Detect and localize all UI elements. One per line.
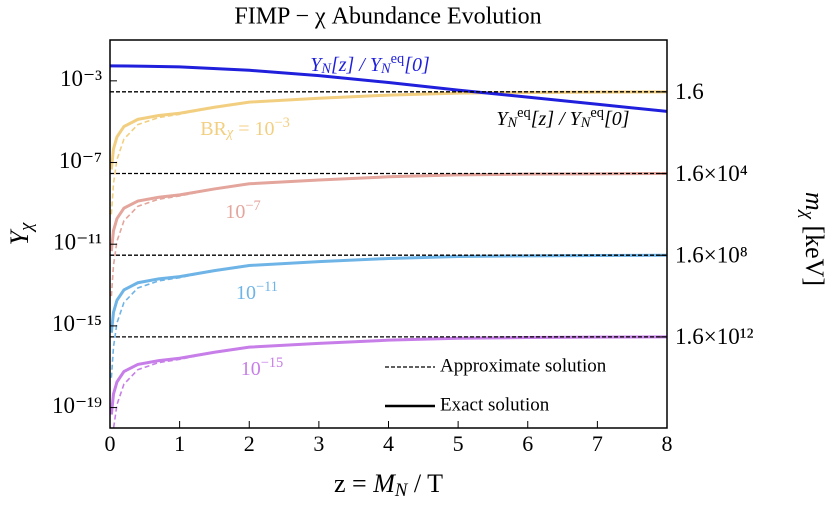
y2-axis-label-part: [keV]	[800, 219, 829, 286]
x-tick-label: 5	[453, 431, 464, 456]
x-tick-label: 2	[244, 431, 255, 456]
annotation: YN[z] / YNeq[0]	[310, 51, 430, 78]
annotation: 10−11	[236, 279, 278, 304]
annotation-part: [0]	[404, 54, 430, 76]
annotation-part: N	[320, 61, 332, 77]
annotation-part: [z] /	[331, 54, 370, 76]
x-tick-label: 3	[313, 431, 324, 456]
legend-label: Approximate solution	[440, 355, 607, 376]
annotation-part: −11	[256, 279, 278, 295]
annotation-part: Y	[310, 54, 323, 76]
annotation-part: Y	[570, 108, 583, 130]
y2-tick-label: 1.6×10⁸	[675, 243, 748, 268]
annotation-part: N	[380, 61, 392, 77]
y-tick-label: 10⁻¹⁵	[52, 311, 102, 336]
annotation: 10−7	[225, 198, 260, 223]
series-line	[110, 172, 667, 297]
plot-area	[110, 64, 667, 428]
annotation-part: BR	[200, 118, 227, 140]
y-axis-label: Yχ	[5, 222, 37, 245]
x-tick-label: 6	[522, 431, 533, 456]
chart-title: FIMP − χ Abundance Evolution	[234, 4, 541, 30]
x-tick-label: 8	[662, 431, 673, 456]
legend-label: Exact solution	[440, 394, 550, 415]
y-tick-label: 10⁻¹⁹	[52, 393, 102, 418]
x-axis-label-part: N	[394, 480, 409, 501]
annotation-part: eq	[517, 105, 531, 121]
x-tick-label: 4	[383, 431, 394, 456]
annotation: YNeq[z] / YNeq[0]	[496, 105, 629, 132]
y2-axis-label-part: χ	[797, 209, 818, 220]
annotation-part: −15	[261, 355, 284, 371]
annotation-part: eq	[590, 105, 604, 121]
annotation-part: 10	[236, 282, 256, 304]
annotation-part: [z] /	[531, 108, 570, 130]
annotation-part: Y	[496, 108, 509, 130]
annotation-part: −7	[245, 198, 260, 214]
annotation-part: −3	[275, 115, 290, 131]
x-axis-label-part: / T	[407, 469, 443, 498]
x-axis-label-part: z =	[334, 469, 373, 498]
series-line	[112, 336, 667, 428]
annotation: 10−15	[241, 355, 284, 380]
series-line	[110, 91, 667, 215]
series-line	[110, 253, 667, 333]
y2-tick-label: 1.6	[675, 79, 704, 104]
annotation-part: N	[507, 115, 519, 131]
annotation-part: Y	[370, 54, 383, 76]
y2-tick-label: 1.6×10¹²	[675, 324, 754, 349]
y2-axis-label: mχ [keV]	[797, 192, 829, 286]
y2-tick-label: 1.6×10⁴	[675, 161, 748, 186]
annotation-part: eq	[391, 51, 405, 67]
y2-axis-label-part: m	[800, 192, 829, 211]
series-line	[110, 254, 667, 378]
annotation-part: χ	[225, 125, 234, 141]
x-axis-label: z = MN / T	[334, 469, 443, 501]
x-tick-label: 7	[592, 431, 603, 456]
y-tick-label: 10⁻⁷	[59, 148, 102, 173]
y-axis-label-part: Y	[5, 228, 34, 245]
x-axis-label-part: M	[372, 469, 396, 498]
annotation-part: 10	[225, 201, 245, 223]
annotation-part: = 10	[233, 118, 274, 140]
annotation: BRχ = 10−3	[200, 115, 290, 142]
annotation-part: N	[580, 115, 592, 131]
y-tick-label: 10⁻¹¹	[53, 229, 102, 254]
annotation-part: [0]	[604, 108, 630, 130]
x-tick-label: 1	[174, 431, 185, 456]
annotation-part: 10	[241, 358, 261, 380]
y-tick-label: 10⁻³	[60, 66, 102, 91]
series-line	[110, 64, 667, 113]
series-line	[110, 172, 667, 252]
x-tick-label: 0	[105, 431, 116, 456]
y-axis-label-part: χ	[16, 222, 37, 233]
